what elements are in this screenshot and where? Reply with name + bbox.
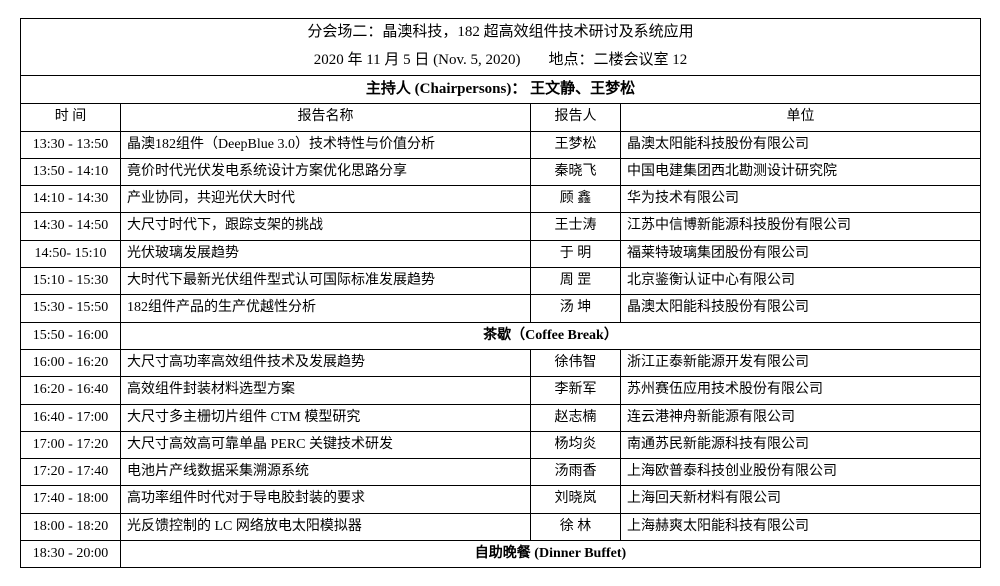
session-title: 分会场二：晶澳科技，182 超高效组件技术研讨及系统应用 [21, 19, 981, 47]
table-row: 16:20 - 16:40高效组件封装材料选型方案李新军苏州赛伍应用技术股份有限… [21, 377, 981, 404]
cell-time: 16:20 - 16:40 [21, 377, 121, 404]
cell-time: 14:30 - 14:50 [21, 213, 121, 240]
session-subtitle: 2020 年 11 月 5 日 (Nov. 5, 2020)地点：二楼会议室 1… [21, 47, 981, 75]
cell-person: 李新军 [531, 377, 621, 404]
table-row: 14:50- 15:10光伏玻璃发展趋势于 明福莱特玻璃集团股份有限公司 [21, 240, 981, 267]
cell-org: 晶澳太阳能科技股份有限公司 [621, 131, 981, 158]
cell-title: 大尺寸时代下，跟踪支架的挑战 [121, 213, 531, 240]
cell-title: 182组件产品的生产优越性分析 [121, 295, 531, 322]
cell-time: 17:20 - 17:40 [21, 459, 121, 486]
cell-time: 15:50 - 16:00 [21, 322, 121, 349]
cell-time: 13:50 - 14:10 [21, 158, 121, 185]
cell-time: 17:00 - 17:20 [21, 431, 121, 458]
table-row: 17:00 - 17:20大尺寸高效高可靠单晶 PERC 关键技术研发杨均炎南通… [21, 431, 981, 458]
cell-person: 于 明 [531, 240, 621, 267]
table-row: 14:30 - 14:50大尺寸时代下，跟踪支架的挑战王士涛江苏中信博新能源科技… [21, 213, 981, 240]
cell-title: 电池片产线数据采集溯源系统 [121, 459, 531, 486]
cell-title: 竟价时代光伏发电系统设计方案优化思路分享 [121, 158, 531, 185]
cell-time: 17:40 - 18:00 [21, 486, 121, 513]
col-org: 单位 [621, 104, 981, 131]
cell-title: 产业协同，共迎光伏大时代 [121, 186, 531, 213]
cell-person: 王梦松 [531, 131, 621, 158]
cell-org: 南通苏民新能源科技有限公司 [621, 431, 981, 458]
cell-org: 中国电建集团西北勘测设计研究院 [621, 158, 981, 185]
cell-person: 刘晓岚 [531, 486, 621, 513]
cell-title: 高功率组件时代对于导电胶封装的要求 [121, 486, 531, 513]
table-row: 15:10 - 15:30大时代下最新光伏组件型式认可国际标准发展趋势周 罡北京… [21, 268, 981, 295]
col-person: 报告人 [531, 104, 621, 131]
cell-org: 华为技术有限公司 [621, 186, 981, 213]
table-row: 18:00 - 18:20光反馈控制的 LC 网络放电太阳模拟器徐 林上海赫爽太… [21, 513, 981, 540]
cell-time: 14:10 - 14:30 [21, 186, 121, 213]
cell-org: 上海回天新材料有限公司 [621, 486, 981, 513]
table-row: 13:30 - 13:50晶澳182组件（DeepBlue 3.0）技术特性与价… [21, 131, 981, 158]
table-row: 13:50 - 14:10竟价时代光伏发电系统设计方案优化思路分享秦晓飞中国电建… [21, 158, 981, 185]
cell-time: 18:30 - 20:00 [21, 541, 121, 568]
cell-title: 大尺寸高功率高效组件技术及发展趋势 [121, 349, 531, 376]
cell-person: 赵志楠 [531, 404, 621, 431]
cell-time: 16:40 - 17:00 [21, 404, 121, 431]
cell-org: 北京鉴衡认证中心有限公司 [621, 268, 981, 295]
break-row: 15:50 - 16:00茶歇（Coffee Break） [21, 322, 981, 349]
cell-person: 汤 坤 [531, 295, 621, 322]
cell-title: 大尺寸高效高可靠单晶 PERC 关键技术研发 [121, 431, 531, 458]
col-title: 报告名称 [121, 104, 531, 131]
cell-title: 光伏玻璃发展趋势 [121, 240, 531, 267]
table-row: 17:20 - 17:40电池片产线数据采集溯源系统汤雨香上海欧普泰科技创业股份… [21, 459, 981, 486]
break-label: 自助晚餐 (Dinner Buffet) [121, 541, 981, 568]
cell-org: 连云港神舟新能源有限公司 [621, 404, 981, 431]
cell-person: 顾 鑫 [531, 186, 621, 213]
cell-time: 15:10 - 15:30 [21, 268, 121, 295]
cell-time: 14:50- 15:10 [21, 240, 121, 267]
cell-title: 晶澳182组件（DeepBlue 3.0）技术特性与价值分析 [121, 131, 531, 158]
col-time: 时 间 [21, 104, 121, 131]
cell-org: 上海赫爽太阳能科技有限公司 [621, 513, 981, 540]
cell-person: 秦晓飞 [531, 158, 621, 185]
cell-person: 徐伟智 [531, 349, 621, 376]
cell-person: 杨均炎 [531, 431, 621, 458]
cell-title: 光反馈控制的 LC 网络放电太阳模拟器 [121, 513, 531, 540]
cell-org: 福莱特玻璃集团股份有限公司 [621, 240, 981, 267]
break-row: 18:30 - 20:00自助晚餐 (Dinner Buffet) [21, 541, 981, 568]
table-row: 15:30 - 15:50182组件产品的生产优越性分析汤 坤晶澳太阳能科技股份… [21, 295, 981, 322]
cell-org: 浙江正泰新能源开发有限公司 [621, 349, 981, 376]
cell-person: 汤雨香 [531, 459, 621, 486]
table-row: 16:00 - 16:20大尺寸高功率高效组件技术及发展趋势徐伟智浙江正泰新能源… [21, 349, 981, 376]
cell-person: 王士涛 [531, 213, 621, 240]
cell-title: 大尺寸多主栅切片组件 CTM 模型研究 [121, 404, 531, 431]
break-label: 茶歇（Coffee Break） [121, 322, 981, 349]
chairpersons: 主持人 (Chairpersons)： 王文静、王梦松 [21, 75, 981, 104]
cell-time: 15:30 - 15:50 [21, 295, 121, 322]
cell-time: 18:00 - 18:20 [21, 513, 121, 540]
cell-person: 徐 林 [531, 513, 621, 540]
table-row: 17:40 - 18:00高功率组件时代对于导电胶封装的要求刘晓岚上海回天新材料… [21, 486, 981, 513]
cell-org: 晶澳太阳能科技股份有限公司 [621, 295, 981, 322]
table-row: 16:40 - 17:00大尺寸多主栅切片组件 CTM 模型研究赵志楠连云港神舟… [21, 404, 981, 431]
cell-title: 大时代下最新光伏组件型式认可国际标准发展趋势 [121, 268, 531, 295]
cell-org: 苏州赛伍应用技术股份有限公司 [621, 377, 981, 404]
cell-person: 周 罡 [531, 268, 621, 295]
table-row: 14:10 - 14:30产业协同，共迎光伏大时代顾 鑫华为技术有限公司 [21, 186, 981, 213]
cell-time: 13:30 - 13:50 [21, 131, 121, 158]
cell-org: 江苏中信博新能源科技股份有限公司 [621, 213, 981, 240]
cell-org: 上海欧普泰科技创业股份有限公司 [621, 459, 981, 486]
cell-title: 高效组件封装材料选型方案 [121, 377, 531, 404]
cell-time: 16:00 - 16:20 [21, 349, 121, 376]
